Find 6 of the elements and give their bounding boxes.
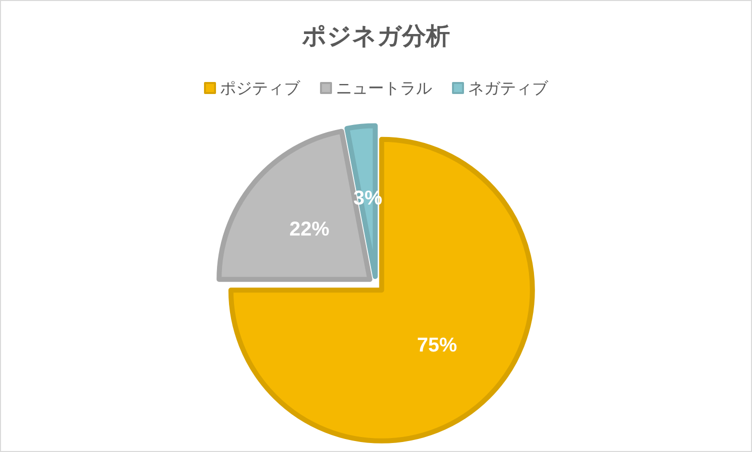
legend-label: ニュートラル <box>336 78 432 98</box>
legend-label: ネガティブ <box>468 78 549 98</box>
chart-title: ポジネガ分析 <box>301 22 450 50</box>
data-label: 75% <box>417 334 458 357</box>
data-label: 22% <box>289 218 330 240</box>
legend-label: ポジティブ <box>220 78 301 98</box>
